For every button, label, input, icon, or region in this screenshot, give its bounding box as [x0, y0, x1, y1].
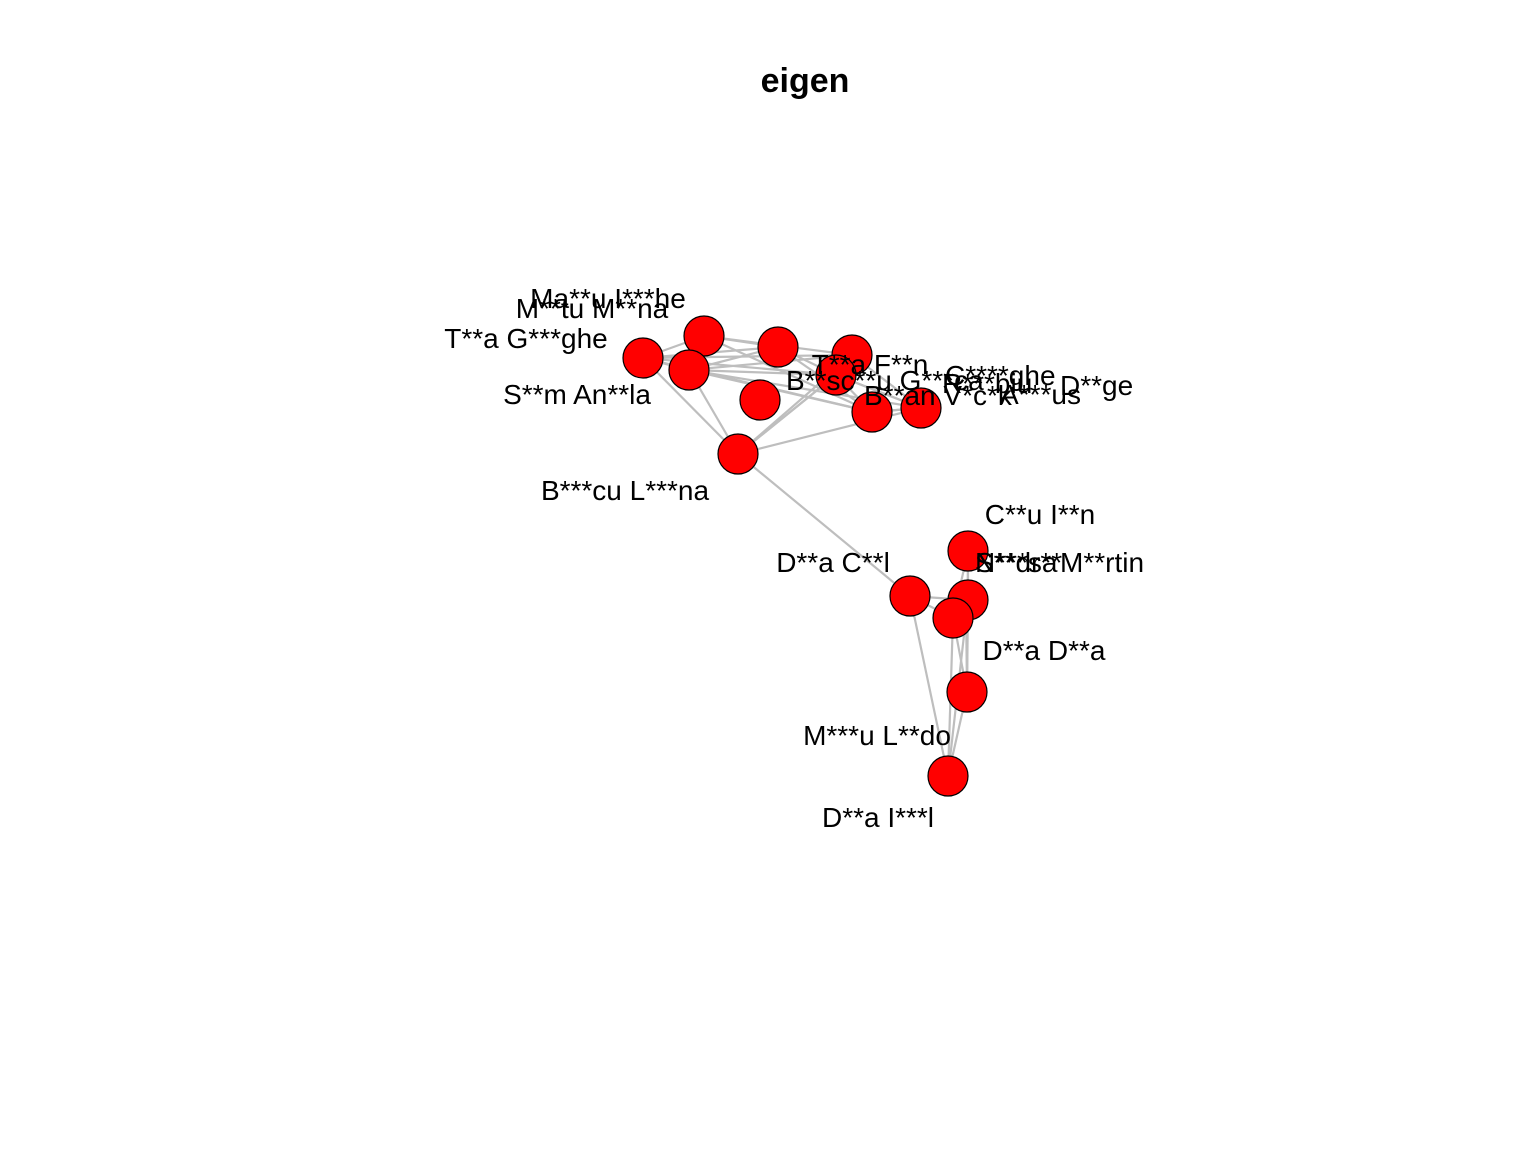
node-n7 [815, 354, 857, 396]
node-blna [717, 433, 759, 475]
node-ddd [946, 671, 988, 713]
node-sdr [932, 597, 974, 639]
edge-blna-n7 [737, 374, 837, 455]
node-label-cin: C**u I**n [985, 499, 1096, 530]
edge-mtu-mna-n7 [688, 368, 837, 377]
node-label-ma-ghe: Ma**u I***he [530, 283, 686, 314]
node-label-bvck: B**an V*c*k [864, 380, 1013, 411]
node-label-bsc: B**sc**u G***ca [786, 365, 984, 396]
node-tga [622, 337, 664, 379]
node-label-cghe: C****ghe [945, 360, 1056, 391]
node-dca [889, 575, 931, 617]
node-label-tga: T**a G***ghe [444, 323, 607, 354]
edge-dca-dail [908, 595, 950, 777]
node-dail [927, 755, 969, 797]
node-label-mtu-mna: M**tu M**na [516, 293, 669, 324]
node-bsc [900, 387, 942, 429]
node-label-dge: D**ge [1060, 370, 1133, 401]
label-group: Ma**u I***heM**tu M**naT**a G***ghe S**m … [444, 283, 1144, 833]
node-mtu-mna [668, 349, 710, 391]
node-label-mldo: M***u L**do [803, 720, 951, 751]
node-label-rbiu: R***biu [942, 368, 1032, 399]
node-tfn [851, 391, 893, 433]
edge-mtu-mna-tfn [688, 368, 873, 414]
node-label-aus: A***us [1000, 379, 1081, 410]
node-label-nsa: N***sa [975, 547, 1058, 578]
node-label-smal: S**m An**la [503, 379, 651, 410]
node-label-blna: B***cu L***na [541, 475, 710, 506]
node-label-sdr: S**dr** [975, 547, 1062, 578]
node-label-dca: D**a C**l [776, 547, 890, 578]
edge-tga-blna [642, 357, 739, 455]
node-label-ddd: D**a D**a [983, 635, 1106, 666]
node-label-mrt: M**rtin [1060, 547, 1144, 578]
node-label-tfn: T**a F**n [812, 349, 929, 380]
node-cin [947, 530, 989, 572]
node-group [622, 315, 989, 797]
edge-blna-dca [737, 453, 911, 597]
node-n5 [757, 326, 799, 368]
node-label-dail: D**a I***l [822, 802, 934, 833]
node-smal [739, 379, 781, 421]
graph-title: eigen [761, 62, 850, 100]
